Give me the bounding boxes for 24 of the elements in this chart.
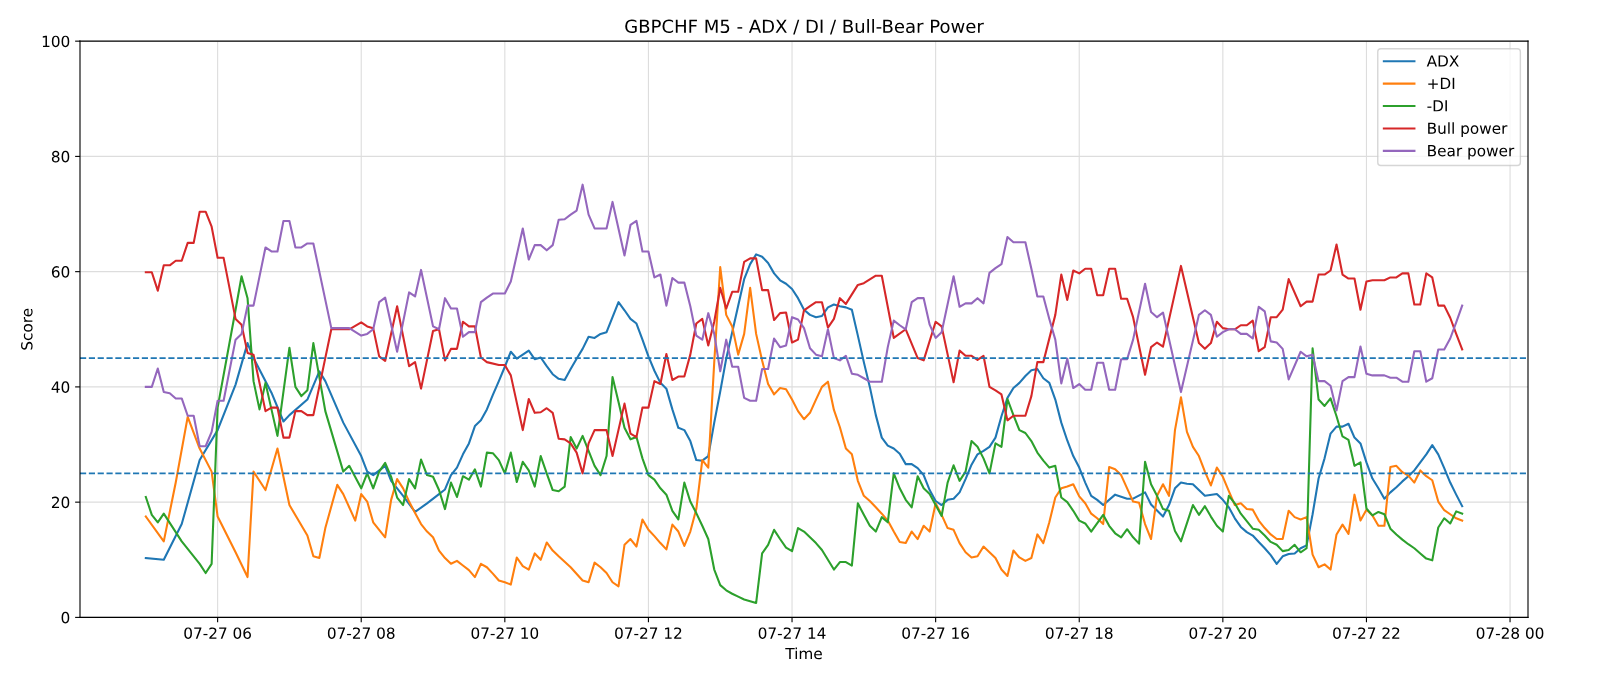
- y-tick-label: 20: [51, 496, 70, 509]
- y-axis-title: Score: [21, 308, 33, 350]
- legend-label: Bear power: [1428, 145, 1515, 160]
- y-tick-label: 60: [51, 266, 70, 278]
- legend-label: -DI: [1427, 100, 1447, 112]
- x-axis-title: Time: [785, 647, 822, 660]
- x-tick-label: 07-27 10: [471, 627, 539, 639]
- x-tick-label: 07-27 22: [1333, 627, 1400, 639]
- x-tick-label: 07-27 14: [758, 627, 826, 639]
- x-tick-label: 07-27 12: [615, 627, 682, 639]
- x-tick-label: 07-27 16: [902, 627, 970, 639]
- y-tick-label: 40: [51, 381, 70, 393]
- legend-label: +DI: [1428, 77, 1455, 89]
- y-tick-label: 0: [61, 611, 70, 624]
- legend-label: Bull power: [1428, 122, 1508, 137]
- x-tick-label: 07-27 20: [1189, 627, 1257, 639]
- x-tick-label: 07-28 00: [1476, 627, 1544, 639]
- y-tick-label: 80: [51, 150, 70, 163]
- x-tick-label: 07-27 18: [1045, 627, 1113, 639]
- legend-label: ADX: [1426, 55, 1459, 67]
- chart-title: GBPCHF M5 - ADX / DI / Bull-Bear Power: [625, 19, 984, 35]
- x-tick-label: 07-27 06: [184, 627, 251, 639]
- x-tick-label: 07-27 08: [327, 627, 395, 639]
- y-tick-label: 100: [42, 35, 70, 48]
